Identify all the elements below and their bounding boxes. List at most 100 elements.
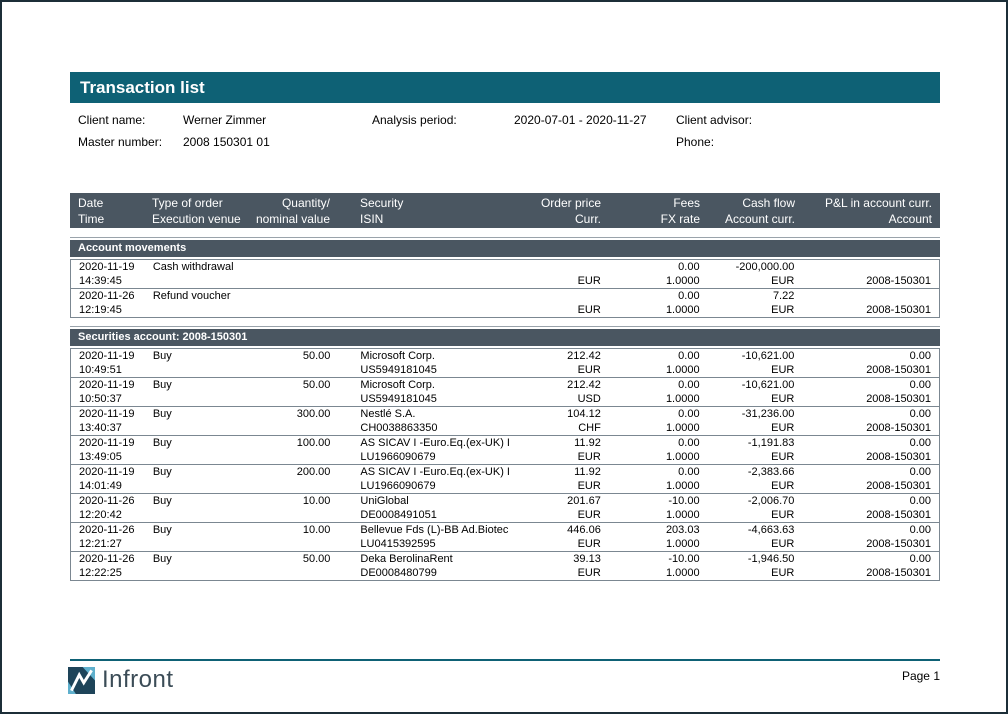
cell-line1: 2020-11-26 bbox=[79, 553, 135, 565]
cell-line1: UniGlobal bbox=[360, 495, 409, 507]
cell-line2: EUR bbox=[577, 567, 601, 579]
table-cell: 50.00 bbox=[246, 552, 331, 580]
column-header-line2: nominal value bbox=[255, 212, 330, 226]
brand-wordmark: Infront bbox=[102, 666, 174, 693]
column-header-line2: Account curr. bbox=[724, 212, 795, 226]
table-cell: 212.42 EUR bbox=[530, 349, 601, 377]
cell-line1: 0.00 bbox=[678, 466, 700, 478]
cell-line2: 14:39:45 bbox=[79, 275, 122, 287]
table-cell: 0.00 2008-150301 bbox=[794, 378, 931, 406]
cell-line1 bbox=[530, 289, 601, 303]
cell-line2 bbox=[153, 479, 246, 493]
cell-line2: 12:19:45 bbox=[79, 304, 122, 316]
cell-line1: -10.00 bbox=[668, 553, 700, 565]
cell-line2: EUR bbox=[771, 538, 795, 550]
cell-line1: 2020-11-26 bbox=[79, 524, 135, 536]
table-cell: 0.00 2008-150301 bbox=[794, 552, 931, 580]
cell-line1: 10.00 bbox=[302, 495, 331, 507]
cell-line2: 2008-150301 bbox=[866, 567, 932, 579]
cell-line1: Bellevue Fds (L)-BB Ad.Biotec bbox=[360, 524, 509, 536]
cell-line1: Nestlé S.A. bbox=[360, 408, 416, 420]
cell-line2 bbox=[153, 450, 246, 464]
cell-line1: -200,000.00 bbox=[735, 261, 795, 273]
table-cell: 0.00 2008-150301 bbox=[794, 523, 931, 551]
page-number: Page 1 bbox=[901, 669, 940, 683]
table-cell: 0.00 1.0000 bbox=[601, 407, 700, 435]
table-cell: 2020-11-19 13:40:37 bbox=[79, 407, 153, 435]
cell-line2: EUR bbox=[771, 451, 795, 463]
cell-line1: 11.92 bbox=[574, 437, 601, 449]
table-cell: EUR bbox=[530, 289, 601, 317]
cell-line1: 446.06 bbox=[567, 524, 601, 536]
cell-line1: Buy bbox=[152, 437, 172, 449]
client-name-value: Werner Zimmer bbox=[183, 113, 267, 127]
cell-line2: 1.0000 bbox=[665, 509, 700, 521]
cell-line2: US5949181045 bbox=[360, 364, 437, 376]
section-rows: 2020-11-19 14:39:45 Cash withdrawal EUR 0.00… bbox=[70, 259, 940, 318]
table-cell: 2020-11-19 13:49:05 bbox=[79, 436, 153, 464]
table-cell: 100.00 bbox=[246, 436, 331, 464]
cell-line2: 1.0000 bbox=[665, 275, 700, 287]
cell-line2: LU0415392595 bbox=[360, 538, 436, 550]
cell-line2: EUR bbox=[577, 538, 601, 550]
cell-line2: 1.0000 bbox=[665, 538, 700, 550]
cell-line1: 10.00 bbox=[302, 524, 331, 536]
cell-line1: 2020-11-19 bbox=[79, 466, 135, 478]
column-header: Type of order Execution venue bbox=[152, 195, 245, 228]
table-cell: 201.67 EUR bbox=[530, 494, 601, 522]
cell-line2: US5949181045 bbox=[360, 393, 437, 405]
cell-line2: EUR bbox=[771, 480, 795, 492]
cell-line1: 0.00 bbox=[909, 524, 932, 536]
cell-line1: 2020-11-19 bbox=[79, 437, 135, 449]
cell-line2 bbox=[246, 508, 331, 522]
cell-line2 bbox=[153, 274, 246, 288]
report-title-bar: Transaction list bbox=[70, 72, 940, 103]
column-header-line1: Date bbox=[78, 196, 104, 210]
table-cell: 11.92 EUR bbox=[530, 436, 601, 464]
cell-line1: 0.00 bbox=[909, 379, 932, 391]
column-header: P&L in account curr. Account bbox=[795, 195, 932, 228]
cell-line1: Microsoft Corp. bbox=[360, 379, 435, 391]
table-cell: 0.00 2008-150301 bbox=[794, 436, 931, 464]
cell-line2: EUR bbox=[771, 364, 795, 376]
cell-line1: Refund voucher bbox=[152, 290, 231, 302]
table-cell: -2,383.66 EUR bbox=[700, 465, 795, 493]
column-header-line1: Fees bbox=[673, 196, 700, 210]
table-section: Securities account: 2008-150301 2020-11-1… bbox=[70, 326, 940, 581]
cell-line2 bbox=[246, 363, 331, 377]
table-cell: Deka BerolinaRent DE0008480799 bbox=[330, 552, 530, 580]
table-cell: 2020-11-26 12:20:42 bbox=[79, 494, 153, 522]
cell-line2: EUR bbox=[577, 364, 601, 376]
cell-line2: 12:21:27 bbox=[79, 538, 122, 550]
cell-line2: EUR bbox=[771, 422, 795, 434]
cell-line2: 1.0000 bbox=[665, 393, 700, 405]
cell-line1: 300.00 bbox=[296, 408, 331, 420]
table-cell: 11.92 EUR bbox=[530, 465, 601, 493]
table-cell: Buy bbox=[153, 378, 246, 406]
cell-line1: 2020-11-26 bbox=[79, 290, 135, 302]
cell-line2 bbox=[246, 479, 331, 493]
table-row: 2020-11-19 14:01:49 Buy 200.00 AS SICAV I -E… bbox=[71, 465, 939, 494]
table-cell: -2,006.70 EUR bbox=[700, 494, 794, 522]
cell-line2 bbox=[153, 303, 246, 317]
table-cell: -10,621.00 EUR bbox=[700, 349, 795, 377]
cell-line2: CHF bbox=[578, 422, 601, 434]
cell-line1: 50.00 bbox=[302, 553, 331, 565]
cell-line2 bbox=[153, 363, 246, 377]
table-cell: Buy bbox=[153, 407, 246, 435]
table-cell: 212.42 USD bbox=[530, 378, 601, 406]
cell-line2: EUR bbox=[771, 304, 795, 316]
cell-line1: 2020-11-19 bbox=[79, 379, 135, 391]
column-header-line2: Account bbox=[888, 212, 932, 226]
cell-line2 bbox=[246, 303, 331, 317]
table-cell: 2020-11-19 10:49:51 bbox=[79, 349, 153, 377]
section-title: Account movements bbox=[70, 240, 940, 257]
cell-line1: 2020-11-19 bbox=[79, 408, 135, 420]
cell-line2: 13:40:37 bbox=[79, 422, 122, 434]
table-row: 2020-11-19 13:40:37 Buy 300.00 Nestlé S.A. CH… bbox=[71, 407, 939, 436]
cell-line1: 212.42 bbox=[567, 350, 601, 362]
cell-line2 bbox=[153, 566, 246, 580]
table-cell: -10.00 1.0000 bbox=[601, 552, 700, 580]
table-cell: 2020-11-19 10:50:37 bbox=[79, 378, 153, 406]
cell-line2 bbox=[360, 274, 530, 288]
